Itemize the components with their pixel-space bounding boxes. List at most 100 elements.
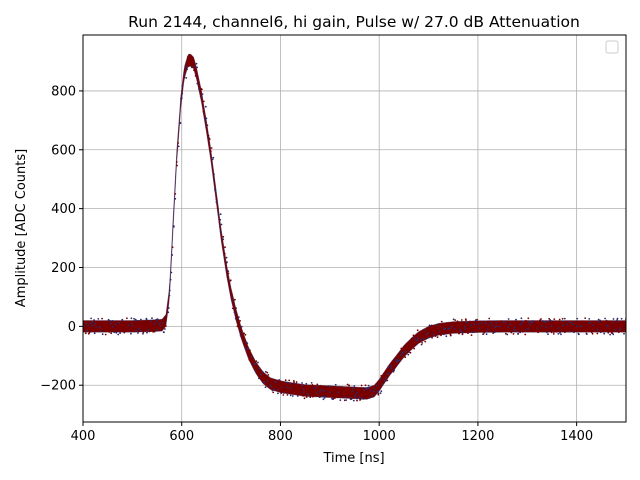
data-point	[440, 334, 442, 337]
data-point	[235, 307, 238, 310]
data-point	[160, 323, 163, 325]
data-point	[244, 347, 247, 350]
data-point	[219, 230, 222, 233]
data-point	[371, 394, 374, 396]
data-point	[258, 377, 260, 380]
data-point	[176, 164, 179, 167]
data-point	[617, 320, 620, 323]
data-point	[407, 353, 410, 356]
data-point	[385, 376, 388, 379]
data-point	[289, 394, 292, 397]
data-point	[124, 326, 127, 329]
data-point	[219, 218, 222, 221]
data-point	[307, 393, 310, 395]
data-point	[513, 326, 516, 329]
data-point	[563, 317, 566, 320]
data-point	[334, 383, 337, 386]
data-point	[562, 324, 564, 327]
data-point	[500, 321, 503, 323]
data-point	[251, 357, 254, 360]
data-point	[596, 328, 599, 331]
data-point	[467, 332, 469, 335]
data-point	[527, 317, 530, 320]
data-point	[614, 326, 617, 328]
data-point	[249, 352, 252, 355]
data-point	[153, 330, 156, 333]
data-point	[570, 321, 573, 324]
data-point	[168, 289, 171, 292]
data-point	[612, 333, 615, 336]
data-point	[84, 332, 87, 335]
data-point	[277, 392, 279, 395]
data-point	[379, 378, 382, 381]
x-tick-label: 800	[268, 429, 293, 444]
data-point	[541, 322, 544, 325]
data-point	[576, 317, 579, 320]
data-point	[244, 333, 247, 336]
data-point	[522, 330, 524, 333]
data-point	[229, 279, 232, 282]
legend-box	[605, 40, 619, 54]
data-point	[186, 56, 189, 59]
data-point	[271, 389, 274, 392]
data-point	[341, 386, 344, 389]
data-point	[529, 323, 532, 326]
data-point	[601, 326, 604, 328]
data-point	[90, 317, 92, 320]
data-point	[236, 325, 239, 328]
data-point	[231, 293, 233, 296]
y-axis-title: Amplitude [ADC Counts]	[14, 149, 29, 307]
data-point	[116, 321, 119, 324]
data-point	[289, 387, 292, 390]
data-point	[580, 328, 582, 331]
data-point	[416, 329, 419, 332]
data-point	[445, 322, 448, 324]
data-point	[305, 382, 308, 385]
data-point	[509, 330, 512, 333]
data-point	[415, 339, 418, 342]
data-point	[571, 328, 574, 330]
data-point	[507, 326, 510, 328]
data-point	[245, 340, 247, 343]
data-point	[231, 299, 234, 302]
data-point	[177, 145, 180, 148]
data-point	[89, 322, 92, 325]
data-point	[264, 386, 267, 389]
data-point	[267, 378, 270, 380]
data-point	[495, 322, 498, 324]
data-point	[415, 336, 417, 339]
data-point	[493, 326, 496, 329]
data-point	[260, 377, 263, 379]
data-point	[156, 318, 159, 320]
y-tick-label: 200	[51, 261, 76, 276]
data-point	[118, 321, 121, 324]
plot-area	[83, 53, 626, 402]
data-point	[396, 360, 398, 363]
data-point	[272, 391, 275, 394]
data-point	[375, 384, 378, 387]
data-point	[599, 331, 602, 334]
data-point	[227, 272, 230, 275]
data-point	[522, 320, 525, 323]
data-point	[312, 393, 315, 396]
data-point	[336, 396, 339, 398]
data-point	[358, 396, 360, 399]
data-point	[484, 322, 487, 324]
data-point	[452, 323, 454, 326]
data-point	[88, 330, 91, 333]
data-point	[362, 398, 365, 400]
data-point	[603, 332, 606, 335]
data-point	[330, 386, 332, 389]
data-point	[383, 381, 385, 384]
data-point	[555, 331, 558, 333]
data-point	[373, 393, 376, 396]
data-point	[467, 329, 469, 331]
data-point	[137, 329, 140, 332]
data-point	[525, 319, 527, 322]
data-point	[478, 327, 481, 330]
data-point	[161, 321, 164, 324]
data-point	[573, 326, 575, 329]
data-point	[446, 325, 449, 328]
data-point	[170, 271, 173, 274]
